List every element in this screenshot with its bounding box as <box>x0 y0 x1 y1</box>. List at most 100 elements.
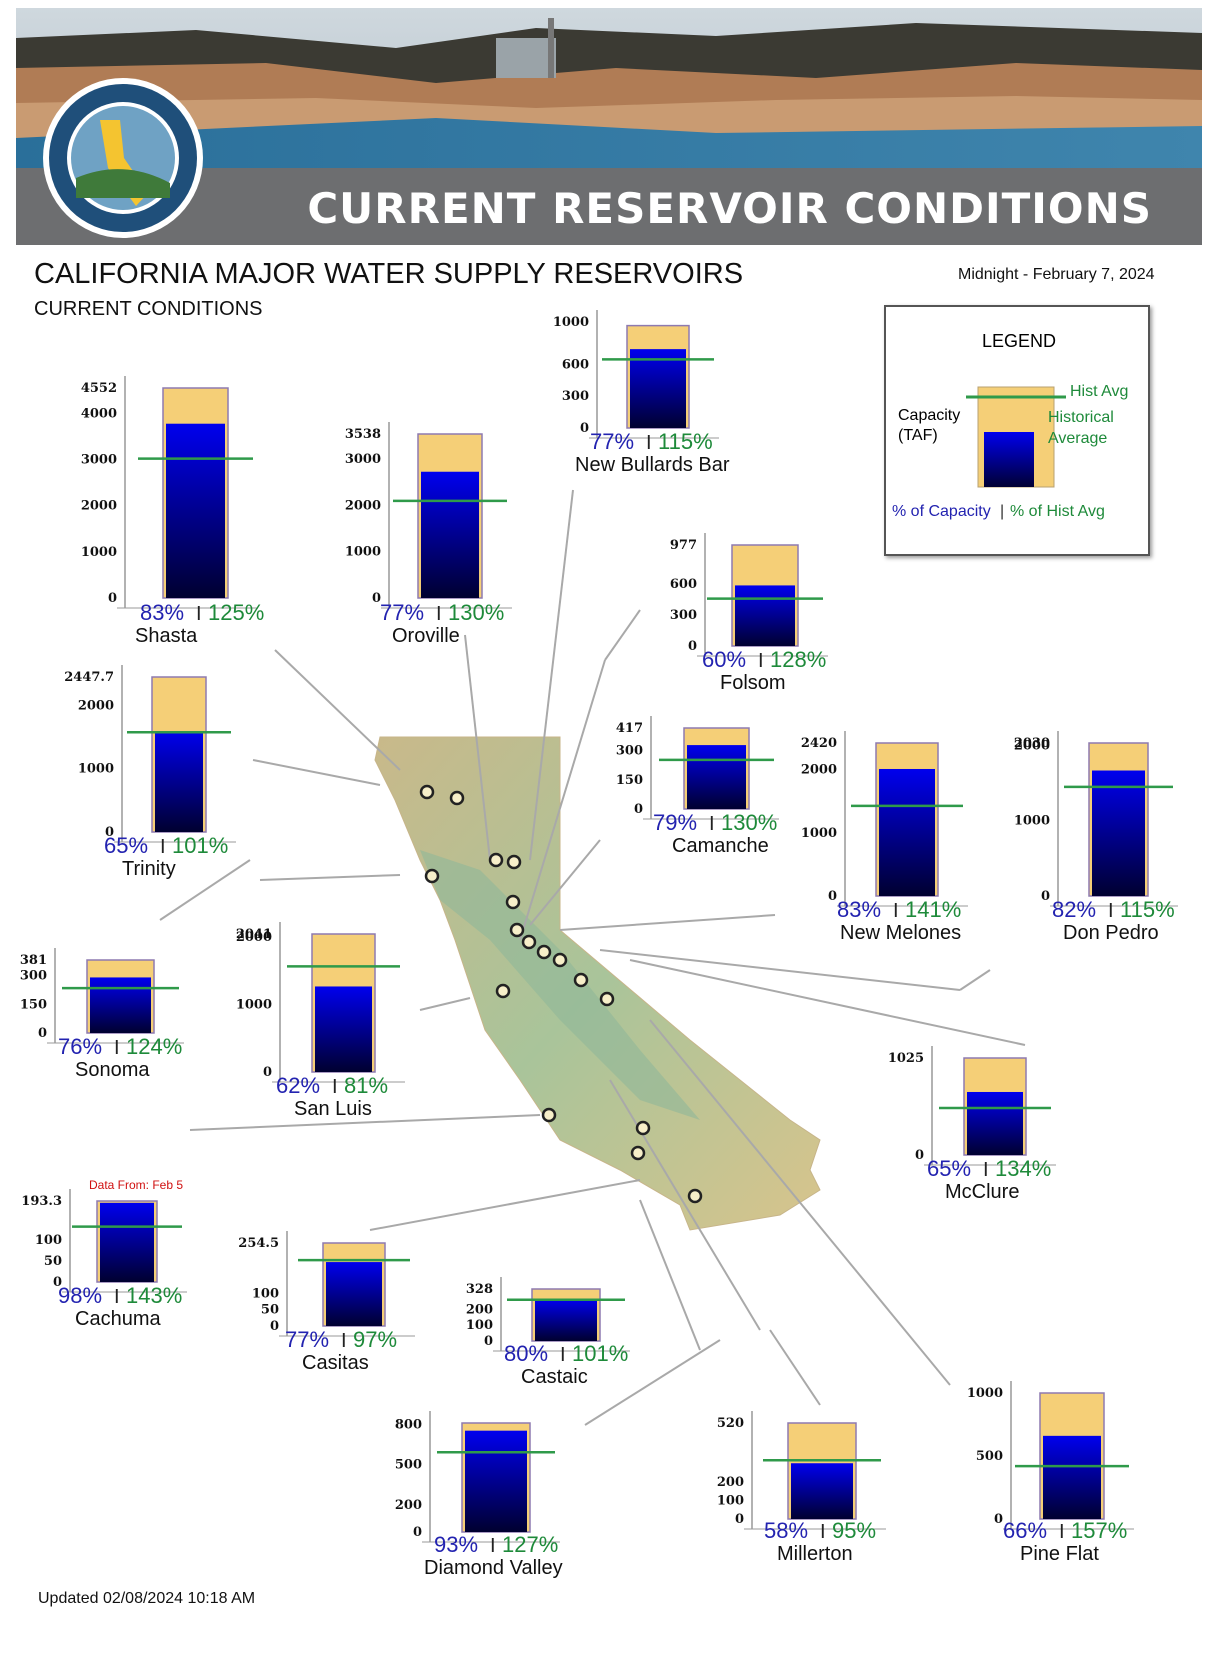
pct-separator: I <box>560 1344 566 1366</box>
header-banner: CURRENT RESERVOIR CONDITIONS <box>16 8 1202 245</box>
capacity-tick-label: 4552 <box>81 381 117 396</box>
pct-separator: I <box>436 603 442 625</box>
pct-hist-label: 101% <box>172 833 228 858</box>
tick-label: 2000 <box>236 930 272 945</box>
tick-label: 1000 <box>81 545 117 560</box>
leader-line <box>519 659 606 941</box>
legend-pct-capacity: % of Capacity <box>892 503 991 520</box>
tick-label: 4000 <box>81 406 117 421</box>
tick-label: 0 <box>372 591 381 606</box>
capacity-tick-label: 417 <box>616 721 643 736</box>
tick-label: 0 <box>263 1065 272 1080</box>
pct-separator: I <box>1059 1521 1065 1543</box>
pct-capacity-label: 77% <box>285 1327 329 1352</box>
tick-label: 0 <box>580 421 589 436</box>
reservoir-name: Casitas <box>302 1352 369 1374</box>
tick-label: 300 <box>562 389 589 404</box>
capacity-tick-label: 520 <box>717 1416 744 1431</box>
tick-label: 150 <box>20 997 47 1012</box>
tick-label: 200 <box>395 1498 422 1513</box>
tick-label: 2000 <box>345 498 381 513</box>
tick-label: 600 <box>670 577 697 592</box>
california-map <box>374 736 821 1231</box>
leader-line <box>419 997 471 1011</box>
reservoir-marker <box>488 852 504 868</box>
reservoir-marker <box>552 952 568 968</box>
tick-label: 0 <box>634 802 643 817</box>
leader-line <box>604 609 641 661</box>
pct-capacity-label: 83% <box>140 600 184 625</box>
pct-capacity-label: 66% <box>1003 1518 1047 1543</box>
pct-hist-label: 143% <box>126 1283 182 1308</box>
pct-hist-label: 97% <box>353 1327 397 1352</box>
capacity-tick-label: 254.5 <box>238 1236 279 1251</box>
reservoir-name: Trinity <box>122 858 176 880</box>
reservoir-chart-mcclure: 0 1025 65% I 134%McClure <box>888 1046 1056 1203</box>
reservoir-name: Shasta <box>135 625 198 647</box>
storage-bar <box>687 745 746 809</box>
storage-bar <box>1092 770 1145 896</box>
leader-line <box>629 959 1026 1046</box>
reservoir-name: New Bullards Bar <box>575 454 730 476</box>
banner-photo <box>16 8 1202 245</box>
storage-bar <box>630 349 686 428</box>
reservoir-marker <box>449 790 465 806</box>
capacity-tick-label: 381 <box>20 953 47 968</box>
tick-label: 300 <box>670 608 697 623</box>
reservoir-marker <box>536 944 552 960</box>
reservoir-marker <box>495 983 511 999</box>
reservoir-marker <box>424 868 440 884</box>
reservoir-chart-diamond-valley: 0 200 500 800 93% I 127%Diamond Valley <box>395 1411 563 1579</box>
pct-capacity-label: 65% <box>927 1156 971 1181</box>
reservoir-marker <box>505 894 521 910</box>
tick-label: 100 <box>35 1233 62 1248</box>
pct-separator: I <box>160 836 166 858</box>
legend-pct-hist: % of Hist Avg <box>1010 503 1105 520</box>
reservoir-name: Castaic <box>521 1366 588 1388</box>
leader-line <box>599 949 961 991</box>
tick-label: 50 <box>261 1303 279 1318</box>
tick-label: 2000 <box>1014 738 1050 753</box>
tick-label: 150 <box>616 773 643 788</box>
date-label: Midnight - February 7, 2024 <box>958 266 1155 283</box>
reservoir-name: Oroville <box>392 625 460 647</box>
leader-lines <box>159 489 1026 1426</box>
legend-capacity-unit: (TAF) <box>898 427 938 444</box>
pct-capacity-label: 77% <box>590 429 634 454</box>
reservoir-name: Pine Flat <box>1020 1543 1099 1565</box>
leader-line <box>369 1179 641 1231</box>
page-subtitle: CURRENT CONDITIONS <box>34 298 263 320</box>
pct-separator: I <box>893 900 899 922</box>
legend-title: LEGEND <box>982 331 1057 351</box>
capacity-tick-label: 3538 <box>345 427 381 442</box>
leader-line <box>649 1019 951 1386</box>
reservoir-marker <box>573 972 589 988</box>
tick-label: 1000 <box>553 315 589 330</box>
leader-line <box>584 1339 721 1426</box>
reservoir-name: New Melones <box>840 922 961 944</box>
updated-label: Updated 02/08/2024 10:18 AM <box>38 1590 256 1607</box>
leader-line <box>609 1079 761 1331</box>
reservoir-chart-millerton: 0 100 200 520 58% I 95%Millerton <box>717 1411 886 1565</box>
tick-label: 0 <box>735 1512 744 1527</box>
capacity-tick-label: 2030 <box>1014 736 1050 751</box>
pct-capacity-label: 76% <box>58 1034 102 1059</box>
pct-separator: I <box>646 432 652 454</box>
pct-separator: I <box>332 1076 338 1098</box>
legend-average: Average <box>1048 430 1108 447</box>
reservoir-marker <box>419 784 435 800</box>
reservoir-name: Cachuma <box>75 1308 161 1330</box>
tick-label: 300 <box>616 744 643 759</box>
banner-title: CURRENT RESERVOIR CONDITIONS <box>307 184 1152 233</box>
tick-label: 600 <box>562 357 589 372</box>
tick-label: 200 <box>466 1302 493 1317</box>
tick-label: 3000 <box>81 453 117 468</box>
legend-capacity: Capacity <box>898 407 961 424</box>
capacity-tick-label: 977 <box>670 538 697 553</box>
pct-hist-label: 157% <box>1071 1518 1127 1543</box>
pct-separator: I <box>114 1286 120 1308</box>
reservoir-chart-shasta: 0 1000 2000 3000 4000 4552 83% I 125% Shasta <box>81 376 264 647</box>
reservoir-chart-casitas: 050 100 254.5 77% I 97%Casitas <box>238 1231 415 1374</box>
